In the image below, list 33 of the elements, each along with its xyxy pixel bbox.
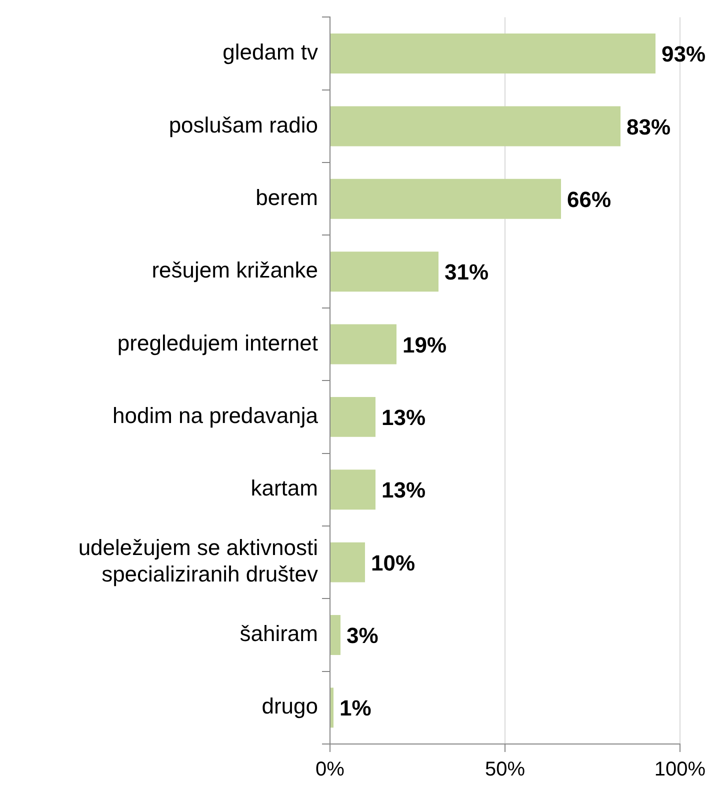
data-label: 10%	[371, 550, 416, 576]
data-label: 31%	[444, 260, 489, 285]
data-label: 3%	[346, 623, 378, 648]
y-tick-label: berem	[256, 184, 318, 210]
bar	[330, 324, 396, 364]
y-tick-label: drugo	[262, 694, 318, 719]
bar	[330, 542, 365, 582]
y-tick-label: rešujem križanke	[152, 258, 318, 283]
y-tick-label: udeležujem se aktivnosti specializiranih društev	[78, 535, 318, 587]
data-label: 83%	[626, 114, 671, 140]
bar	[330, 396, 376, 437]
x-tick-label: 50%	[484, 758, 526, 781]
y-tick-label: pregledujem internet	[117, 330, 318, 356]
bar	[330, 106, 620, 146]
bar	[330, 252, 438, 292]
x-tick-label: 100%	[654, 758, 706, 781]
bar	[330, 470, 376, 510]
y-tick-label: kartam	[250, 476, 318, 501]
data-label: 19%	[402, 332, 447, 358]
bar	[330, 614, 340, 655]
x-tick-label: 0%	[316, 758, 345, 781]
data-label: 13%	[382, 405, 426, 430]
data-label: 93%	[662, 42, 706, 67]
y-tick-label: šahiram	[240, 621, 318, 646]
y-tick-label: hodim na predavanja	[112, 403, 319, 428]
bar	[330, 34, 656, 74]
data-label: 1%	[340, 696, 372, 721]
bar	[330, 178, 561, 219]
y-tick-label: poslušam radio	[168, 112, 318, 138]
bar	[330, 688, 334, 728]
data-label: 13%	[382, 478, 426, 503]
y-tick-label: gledam tv	[222, 40, 318, 65]
data-label: 66%	[567, 186, 612, 212]
